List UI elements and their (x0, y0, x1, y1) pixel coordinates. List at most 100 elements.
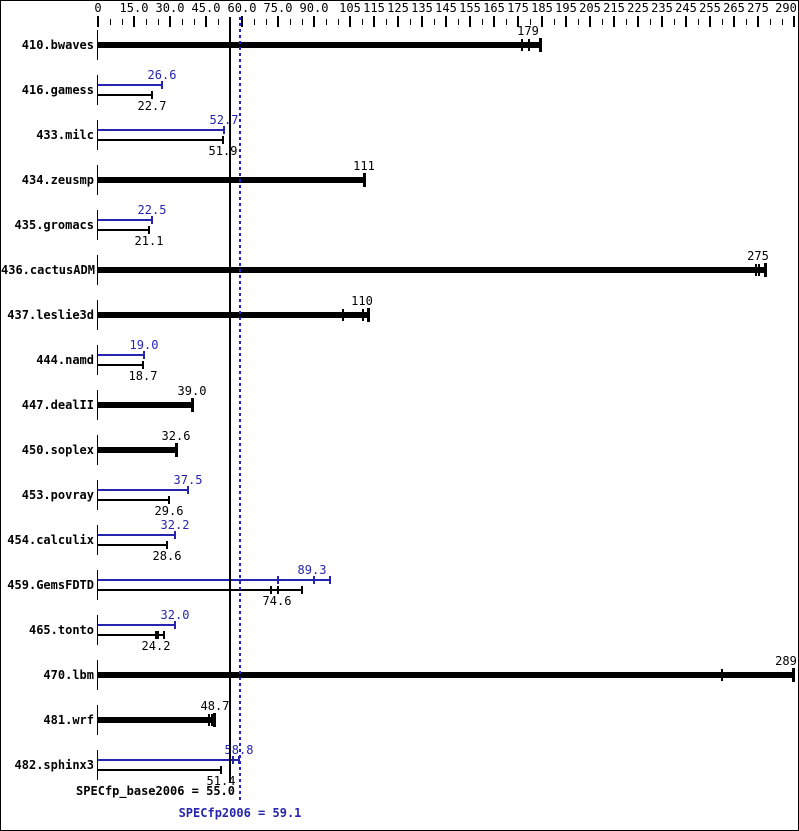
peak-bar (98, 129, 224, 131)
axis-minor-tick (326, 19, 327, 25)
bar-end-cap (191, 398, 194, 412)
bar-end-cap (163, 631, 165, 639)
axis-major-tick (709, 16, 711, 27)
axis-tick-label: 155 (459, 1, 481, 15)
peak-bar (98, 759, 239, 761)
axis-minor-tick (770, 19, 771, 25)
axis-major-tick (757, 16, 759, 27)
axis-tick-label: 165 (483, 1, 505, 15)
benchmark-name: 459.GemsFDTD (7, 578, 94, 592)
bar-end-cap (148, 226, 150, 234)
axis-major-tick (133, 16, 135, 27)
base-value-label: 22.7 (137, 99, 167, 113)
run-mark (755, 264, 757, 276)
base-bar (98, 42, 540, 48)
axis-tick-label: 115 (363, 1, 385, 15)
base-bar (98, 769, 221, 771)
bar-end-cap (151, 91, 153, 99)
axis-minor-tick (410, 19, 411, 25)
run-mark (521, 39, 523, 51)
axis-minor-tick (362, 19, 363, 25)
peak-score-label: SPECfp2006 = 59.1 (178, 806, 302, 820)
run-mark (232, 756, 234, 764)
axis-minor-tick (506, 19, 507, 25)
bar-end-cap (363, 173, 366, 187)
row-origin-line (97, 75, 98, 105)
row-origin-line (97, 210, 98, 240)
peak-value-label: 52.7 (209, 113, 239, 127)
benchmark-name: 437.leslie3d (7, 308, 94, 322)
run-mark (758, 264, 760, 276)
bar-end-cap (792, 668, 795, 682)
axis-minor-tick (182, 19, 183, 25)
axis-major-tick (637, 16, 639, 27)
run-mark (157, 631, 159, 639)
axis-major-tick (349, 16, 351, 27)
axis-major-tick (493, 16, 495, 27)
axis-tick-label: 30.0 (155, 1, 185, 15)
run-mark (277, 576, 279, 584)
row-origin-line (97, 615, 98, 645)
bar-end-cap (143, 351, 145, 359)
row-origin-line (97, 255, 98, 285)
row-origin-line (97, 345, 98, 375)
axis-minor-tick (602, 19, 603, 25)
row-origin-line (97, 390, 98, 420)
axis-minor-tick (338, 19, 339, 25)
peak-value-label: 26.6 (147, 68, 177, 82)
axis-minor-tick (746, 19, 747, 25)
peak-bar (98, 84, 162, 86)
bar-end-cap (174, 531, 176, 539)
peak-mean-line (239, 17, 241, 803)
row-origin-line (97, 30, 98, 60)
axis-minor-tick (254, 19, 255, 25)
axis-tick-label: 135 (411, 1, 433, 15)
axis-minor-tick (554, 19, 555, 25)
peak-value-label: 37.5 (173, 473, 203, 487)
axis-tick-label: 265 (723, 1, 745, 15)
axis-major-tick (613, 16, 615, 27)
axis-major-tick (313, 16, 315, 27)
axis-tick-label: 125 (387, 1, 409, 15)
base-bar (98, 499, 169, 501)
base-bar (98, 267, 765, 273)
axis-tick-label: 60.0 (227, 1, 257, 15)
axis-tick-label: 290 (775, 1, 797, 15)
benchmark-name: 416.gamess (21, 83, 94, 97)
base-bar (98, 402, 192, 408)
row-origin-line (97, 435, 98, 465)
run-mark (277, 586, 279, 594)
axis-major-tick (397, 16, 399, 27)
base-value-label: 21.1 (134, 234, 164, 248)
axis-major-tick (517, 16, 519, 27)
axis-major-tick (373, 16, 375, 27)
base-bar (98, 672, 793, 678)
axis-minor-tick (578, 19, 579, 25)
row-origin-line (97, 705, 98, 735)
base-score-label: SPECfp_base2006 = 55.0 (76, 784, 235, 798)
axis-major-tick (421, 16, 423, 27)
benchmark-name: 481.wrf (43, 713, 94, 727)
axis-minor-tick (218, 19, 219, 25)
bar-end-cap (301, 586, 303, 594)
axis-tick-label: 175 (507, 1, 529, 15)
axis-tick-label: 255 (699, 1, 721, 15)
bar-end-cap (220, 766, 222, 774)
bar-end-cap (187, 486, 189, 494)
benchmark-name: 410.bwaves (21, 38, 94, 52)
axis-minor-tick (302, 19, 303, 25)
run-mark (208, 714, 210, 726)
base-bar (98, 544, 167, 546)
benchmark-name: 470.lbm (43, 668, 94, 682)
axis-minor-tick (110, 19, 111, 25)
base-bar (98, 312, 368, 318)
benchmark-name: 433.milc (36, 128, 94, 142)
axis-minor-tick (158, 19, 159, 25)
bar-end-cap (367, 308, 370, 322)
axis-minor-tick (722, 19, 723, 25)
axis-minor-tick (650, 19, 651, 25)
peak-value-label: 32.0 (160, 608, 190, 622)
axis-minor-tick (626, 19, 627, 25)
base-value-label: 28.6 (152, 549, 182, 563)
